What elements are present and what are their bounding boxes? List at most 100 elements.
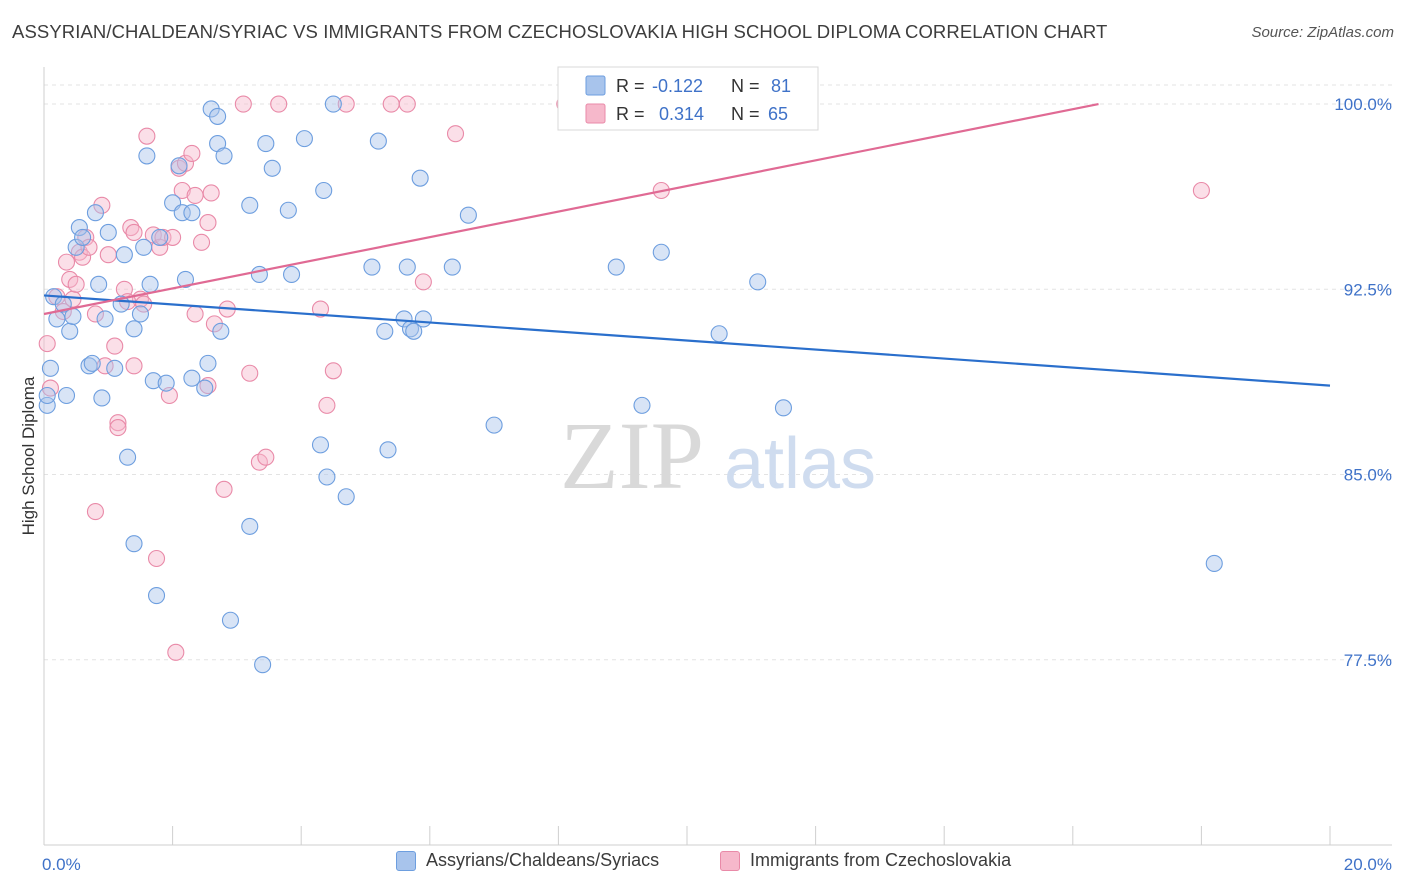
- data-point-blue: [173, 204, 191, 222]
- y-axis-label: High School Diploma: [19, 376, 38, 535]
- axis-layer: 100.0% 92.5% 85.0% 77.5% 0.0% 20.0%: [42, 67, 1392, 874]
- data-point-blue: [376, 322, 394, 340]
- x-tick-label: 0.0%: [42, 855, 81, 874]
- data-point-blue: [254, 656, 272, 674]
- data-point-blue: [337, 488, 355, 506]
- data-point-pink: [122, 218, 140, 237]
- data-point-pink: [86, 503, 104, 521]
- legend-swatch-blue: [585, 75, 606, 96]
- legend-item-czechoslovakia: Immigrants from Czechoslovakia: [720, 850, 1011, 871]
- watermark-atlas: atlas: [724, 424, 876, 504]
- data-point-blue: [315, 181, 333, 200]
- data-point-blue: [183, 204, 201, 222]
- y-tick-label: 100.0%: [1334, 95, 1392, 114]
- data-point-blue: [80, 357, 98, 375]
- data-point-blue: [221, 611, 240, 629]
- data-point-blue: [398, 258, 416, 276]
- data-point-blue: [131, 305, 149, 323]
- data-point-pink: [147, 549, 166, 568]
- data-point-pink: [74, 248, 92, 266]
- legend-n-label-blue: N =: [731, 76, 760, 96]
- data-point-blue: [215, 147, 233, 165]
- data-point-blue: [411, 169, 429, 187]
- data-point-pink: [109, 419, 127, 437]
- data-point-blue: [41, 359, 59, 377]
- bottom-legend: Assyrians/Chaldeans/Syriacs Immigrants f…: [0, 850, 1406, 878]
- data-point-blue: [125, 535, 143, 553]
- watermark: ZIP atlas: [560, 402, 876, 509]
- data-point-blue: [125, 320, 143, 338]
- legend-n-value-pink: 65: [768, 104, 788, 124]
- data-point-blue: [157, 374, 175, 392]
- legend-item-assyrians: Assyrians/Chaldeans/Syriacs: [396, 850, 659, 871]
- data-point-blue: [115, 246, 133, 264]
- data-point-blue: [138, 147, 156, 165]
- data-point-blue: [652, 243, 670, 261]
- data-point-blue: [57, 386, 76, 405]
- data-point-pink: [446, 125, 465, 143]
- data-point-blue: [405, 322, 423, 340]
- trend-line-pink: [43, 102, 1099, 316]
- data-point-blue: [64, 307, 82, 326]
- data-point-blue: [395, 310, 413, 328]
- data-point-blue: [209, 107, 227, 125]
- data-point-pink: [241, 364, 259, 382]
- data-point-blue: [144, 372, 162, 390]
- data-point-pink: [234, 95, 252, 113]
- data-point-blue: [369, 132, 387, 150]
- data-point-blue: [74, 228, 92, 246]
- data-point-blue: [1205, 554, 1223, 572]
- data-point-blue: [257, 135, 275, 153]
- data-point-blue: [86, 204, 104, 222]
- data-point-blue: [263, 159, 281, 177]
- data-point-blue: [311, 436, 330, 454]
- trend-lines: [43, 102, 1331, 387]
- data-point-blue: [70, 218, 88, 237]
- data-point-pink: [199, 214, 217, 232]
- data-point-pink: [138, 127, 156, 145]
- data-point-blue: [119, 448, 137, 466]
- trend-line-blue: [43, 294, 1331, 387]
- data-point-pink: [257, 448, 275, 466]
- data-point-pink: [398, 95, 416, 113]
- data-point-blue: [38, 396, 56, 414]
- data-point-blue: [774, 399, 793, 417]
- data-point-blue: [199, 354, 217, 372]
- data-point-blue: [459, 206, 477, 224]
- data-point-pink: [215, 480, 233, 498]
- legend-r-label-blue: R =: [616, 76, 645, 96]
- data-point-blue: [414, 310, 432, 328]
- data-point-pink: [337, 95, 355, 113]
- watermark-zip: ZIP: [560, 402, 704, 509]
- legend-label-czechoslovakia: Immigrants from Czechoslovakia: [750, 850, 1012, 870]
- y-tick-label: 92.5%: [1344, 280, 1392, 299]
- data-point-blue: [295, 130, 313, 148]
- data-point-blue: [379, 441, 397, 459]
- data-point-pink: [99, 246, 117, 264]
- data-point-blue: [324, 95, 342, 113]
- data-point-pink: [318, 396, 336, 414]
- data-point-pink: [1192, 181, 1210, 200]
- data-point-blue: [241, 517, 259, 535]
- data-point-blue: [141, 275, 159, 293]
- data-point-blue: [485, 416, 503, 434]
- legend-swatch-czechoslovakia: [720, 850, 740, 871]
- data-point-pink: [202, 184, 220, 202]
- data-point-blue: [318, 468, 336, 486]
- series-pink-points: [38, 95, 1210, 661]
- source-label: Source: ZipAtlas.com: [1251, 24, 1394, 41]
- data-point-blue: [710, 325, 728, 343]
- data-point-blue: [170, 157, 188, 175]
- data-point-blue: [633, 396, 651, 414]
- data-point-blue: [279, 201, 297, 219]
- data-point-blue: [363, 258, 381, 276]
- data-point-pink: [270, 95, 288, 113]
- data-point-pink: [67, 275, 85, 293]
- legend-r-value-blue: -0.122: [652, 76, 703, 96]
- data-point-blue: [61, 322, 79, 340]
- data-point-pink: [106, 337, 124, 355]
- chart-title: ASSYRIAN/CHALDEAN/SYRIAC VS IMMIGRANTS F…: [12, 21, 1108, 42]
- data-point-pink: [125, 223, 143, 242]
- data-point-pink: [57, 253, 76, 271]
